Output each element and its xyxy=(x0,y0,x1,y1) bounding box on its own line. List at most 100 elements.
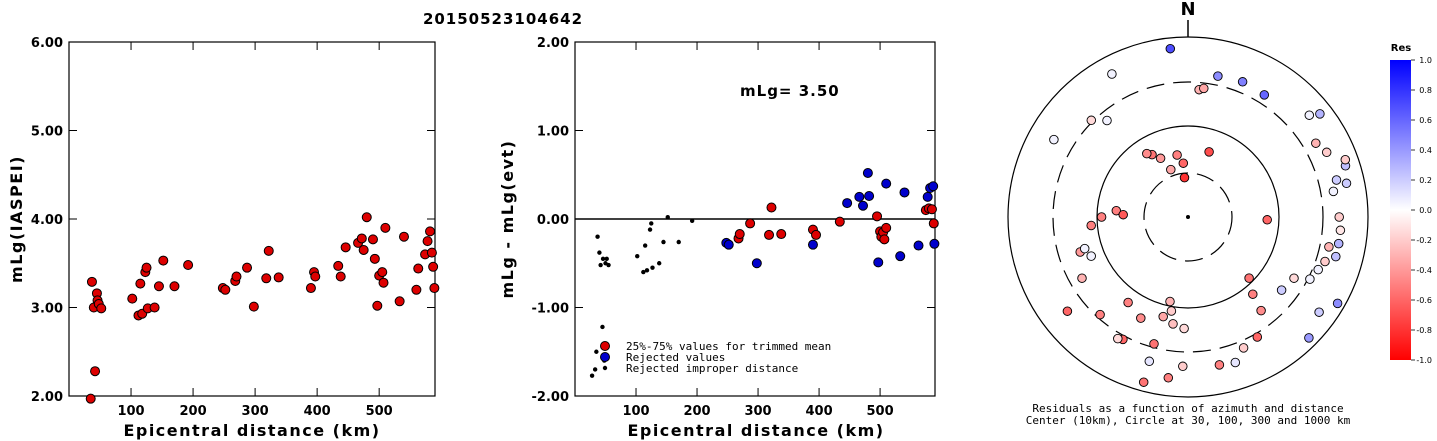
magnitude-point-red xyxy=(377,267,388,278)
residual-point-red xyxy=(776,229,787,240)
colorbar-tick-label: -1.0 xyxy=(1416,356,1432,365)
residual-x-tick-label: 300 xyxy=(744,404,771,419)
azimuth-point xyxy=(1324,242,1334,252)
azimuth-point xyxy=(1155,153,1166,164)
residual-point-red xyxy=(879,234,890,245)
azimuth-point xyxy=(1332,298,1343,309)
azimuth-point xyxy=(1079,243,1090,254)
residual-point-red xyxy=(928,218,939,229)
azimuth-point xyxy=(1331,251,1341,262)
magnitude-point-red xyxy=(369,253,380,264)
residual-xlabel: Epicentral distance (km) xyxy=(627,421,884,440)
azimuth-point xyxy=(1213,71,1223,81)
residual-point-red xyxy=(764,229,775,240)
residual-point-blue xyxy=(723,239,734,250)
caption-line1: Residuals as a function of azimuth and d… xyxy=(1032,402,1343,415)
azimuth-point xyxy=(1313,264,1323,275)
residual-point-blue xyxy=(807,239,818,250)
magnitude-point-red xyxy=(96,303,107,314)
azimuth-point xyxy=(1144,356,1155,367)
residual-x-tick-label: 400 xyxy=(805,404,832,419)
magnitude-ticks: 100 200 300 400 500 2.00 3.00 4.00 5.00 6.00 xyxy=(31,36,435,419)
residual-point-blue xyxy=(858,200,868,211)
magnitude-point-red xyxy=(273,272,284,283)
magnitude-point-red xyxy=(153,281,164,292)
residual-point-blue xyxy=(854,191,865,202)
azimuth-point xyxy=(1259,90,1270,100)
azimuth-point xyxy=(1166,164,1176,175)
azimuth-point xyxy=(1096,212,1107,222)
residual-point-rejected-distance xyxy=(600,324,605,330)
residual-point-rejected-distance xyxy=(641,269,646,275)
residual-point-rejected-distance xyxy=(597,250,602,255)
azimuth-point xyxy=(1199,83,1209,94)
azimuth-point xyxy=(1320,256,1330,267)
residual-x-tick-label: 100 xyxy=(622,404,649,419)
azimuth-point xyxy=(1049,134,1059,145)
azimuth-panel: N Residuals as a function of azimuth and… xyxy=(1007,0,1369,427)
residual-y-tick-label: -2.00 xyxy=(532,390,569,405)
azimuth-point xyxy=(1095,309,1105,320)
magnitude-point-red xyxy=(231,271,242,282)
residual-x-tick-label: 200 xyxy=(683,404,710,419)
azimuth-point xyxy=(1113,333,1123,344)
residual-point-red xyxy=(881,222,892,233)
magnitude-point-red xyxy=(367,234,378,245)
magnitude-point-red xyxy=(305,283,316,294)
colorbar-tick-label: 0.8 xyxy=(1419,86,1432,95)
residual-point-rejected-distance xyxy=(665,215,670,220)
residual-x-tick-label: 500 xyxy=(867,404,894,419)
colorbar-tick-label: 0.6 xyxy=(1419,116,1432,125)
magnitude-point-red xyxy=(398,231,409,242)
ring-1000km xyxy=(1007,36,1369,398)
magnitude-panel: 100 200 300 400 500 2.00 3.00 4.00 5.00 6.00 Epic… xyxy=(7,36,440,440)
azimuth-point xyxy=(1335,225,1346,236)
azimuth-point xyxy=(1178,361,1188,372)
magnitude-point-red xyxy=(426,247,437,258)
magnitude-point-red xyxy=(183,260,194,271)
residual-point-red xyxy=(872,211,883,222)
residual-point-rejected-distance xyxy=(600,256,606,262)
azimuth-point xyxy=(1276,285,1287,295)
magnitude-point-red xyxy=(335,271,346,282)
colorbar-tick-label: -0.8 xyxy=(1416,326,1432,335)
magnitude-point-red xyxy=(141,262,152,273)
azimuth-point xyxy=(1142,148,1152,159)
residual-point-rejected-distance xyxy=(661,239,666,245)
residual-point-rejected-distance xyxy=(649,221,654,226)
colorbar-tick-label: -0.4 xyxy=(1416,266,1432,275)
azimuth-point xyxy=(1062,306,1073,316)
north-label: N xyxy=(1180,0,1195,20)
ring-300km xyxy=(1052,81,1324,353)
residual-point-blue xyxy=(929,238,940,249)
legend-label: 25%-75% values for trimmed mean xyxy=(626,340,831,353)
azimuth-point xyxy=(1305,274,1315,284)
residual-point-blue xyxy=(864,190,875,201)
magnitude-point-red xyxy=(380,222,391,233)
azimuth-point xyxy=(1149,339,1159,349)
legend-marker-black xyxy=(602,365,608,371)
azimuth-point xyxy=(1179,172,1190,183)
residual-point-blue xyxy=(862,167,873,178)
center-point xyxy=(1186,215,1190,219)
residual-point-rejected-distance xyxy=(676,239,681,245)
azimuth-point xyxy=(1086,251,1096,261)
residual-y-tick-label: -1.00 xyxy=(532,302,569,317)
magnitude-point-red xyxy=(158,255,169,266)
legend-label: Rejected improper distance xyxy=(626,362,798,375)
residual-point-rejected-distance xyxy=(642,243,648,248)
azimuth-point xyxy=(1178,158,1189,168)
residual-point-blue xyxy=(913,240,924,251)
colorbar-tick-label: 0.2 xyxy=(1419,176,1432,185)
legend-marker-blue xyxy=(600,352,610,362)
figure-title: 20150523104642 xyxy=(423,10,583,28)
magnitude-points xyxy=(85,212,440,404)
magnitude-point-red xyxy=(169,281,180,292)
azimuth-point xyxy=(1248,289,1258,299)
residual-point-rejected-distance xyxy=(595,234,600,239)
azimuth-point xyxy=(1086,115,1097,126)
residual-y-tick-label: 2.00 xyxy=(537,36,569,51)
magnitude-xlabel: Epicentral distance (km) xyxy=(123,421,380,440)
magnitude-point-red xyxy=(149,302,160,313)
magnitude-point-red xyxy=(127,293,138,304)
